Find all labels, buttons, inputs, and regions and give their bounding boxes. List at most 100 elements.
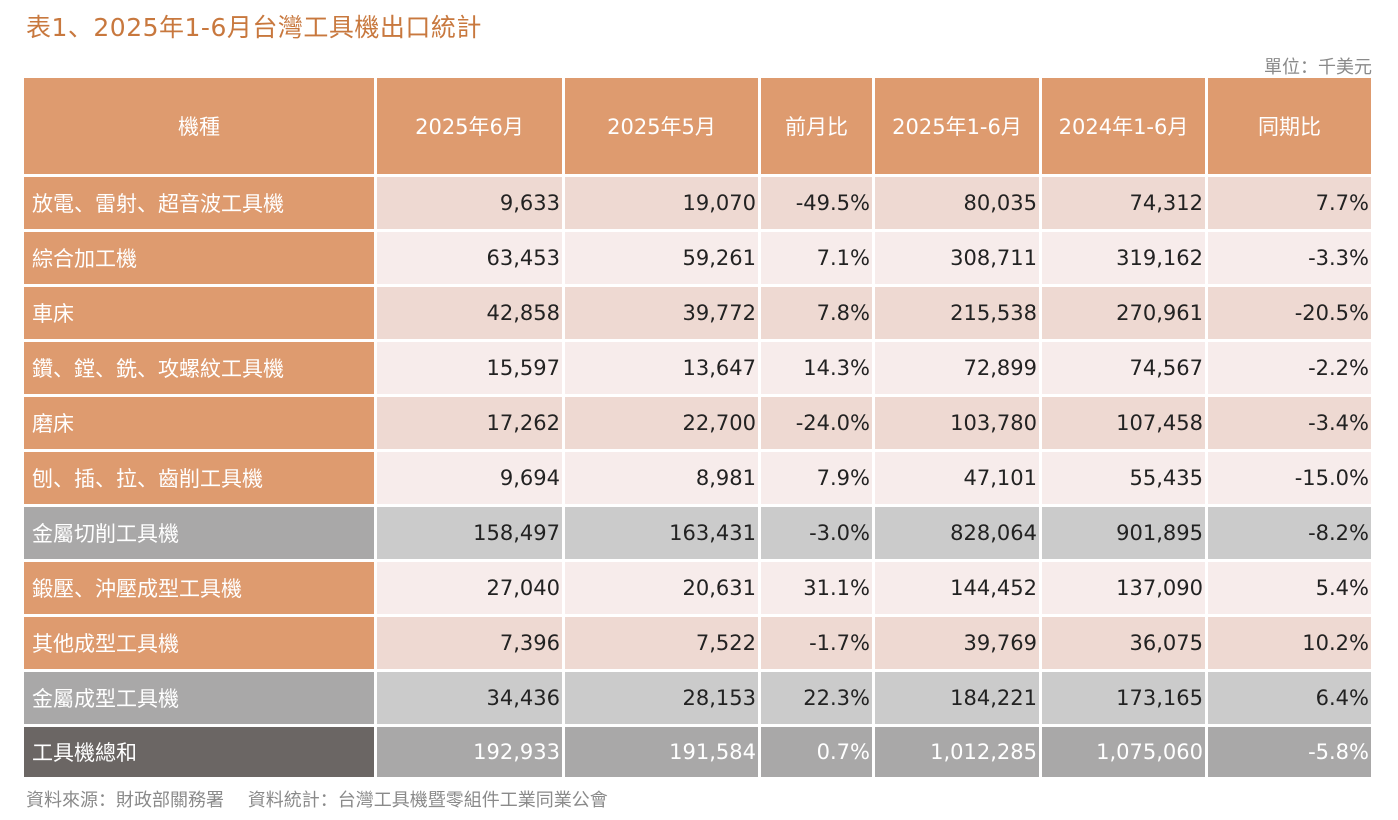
table-cell: 1,075,060 <box>1042 727 1205 777</box>
table-cell: 39,772 <box>565 287 758 339</box>
row-label: 其他成型工具機 <box>24 617 374 669</box>
table-cell: 22,700 <box>565 397 758 449</box>
table-cell: 1,012,285 <box>875 727 1039 777</box>
table-cell: 0.7% <box>761 727 872 777</box>
table-cell: -3.4% <box>1208 397 1371 449</box>
table-cell: 63,453 <box>377 232 562 284</box>
header-mom: 前月比 <box>761 78 872 174</box>
table-cell: 107,458 <box>1042 397 1205 449</box>
table-cell: 15,597 <box>377 342 562 394</box>
row-label: 車床 <box>24 287 374 339</box>
table-cell: 319,162 <box>1042 232 1205 284</box>
table-cell: 308,711 <box>875 232 1039 284</box>
table-cell: 9,694 <box>377 452 562 504</box>
table-cell: 59,261 <box>565 232 758 284</box>
table-cell: 36,075 <box>1042 617 1205 669</box>
table-cell: 191,584 <box>565 727 758 777</box>
header-2025-may: 2025年5月 <box>565 78 758 174</box>
table-cell: -20.5% <box>1208 287 1371 339</box>
table-row: 金屬成型工具機 34,436 28,153 22.3% 184,221 173,165 6.… <box>24 672 1371 724</box>
table-row: 刨、插、拉、齒削工具機 9,694 8,981 7.9% 47,101 55,435 -15… <box>24 452 1371 504</box>
table-cell: -15.0% <box>1208 452 1371 504</box>
table-cell: -8.2% <box>1208 507 1371 559</box>
table-cell: 7.9% <box>761 452 872 504</box>
table-cell: 7.7% <box>1208 177 1371 229</box>
row-label: 鍛壓、沖壓成型工具機 <box>24 562 374 614</box>
row-label: 綜合加工機 <box>24 232 374 284</box>
header-2024-h1: 2024年1-6月 <box>1042 78 1205 174</box>
table-title: 表1、2025年1-6月台灣工具機出口統計 <box>26 13 482 42</box>
table-cell: 9,633 <box>377 177 562 229</box>
row-label: 工具機總和 <box>24 727 374 777</box>
table-cell: 215,538 <box>875 287 1039 339</box>
table-cell: 173,165 <box>1042 672 1205 724</box>
table-row: 車床 42,858 39,772 7.8% 215,538 270,961 -20.5% <box>24 287 1371 339</box>
table-cell: 144,452 <box>875 562 1039 614</box>
header-row: 機種 2025年6月 2025年5月 前月比 2025年1-6月 2024年1-… <box>24 78 1371 174</box>
header-2025-jun: 2025年6月 <box>377 78 562 174</box>
table-cell: 7,396 <box>377 617 562 669</box>
table-cell: 34,436 <box>377 672 562 724</box>
table-cell: 22.3% <box>761 672 872 724</box>
table-row: 其他成型工具機 7,396 7,522 -1.7% 39,769 36,075 10.2% <box>24 617 1371 669</box>
row-label: 磨床 <box>24 397 374 449</box>
export-statistics-table: 機種 2025年6月 2025年5月 前月比 2025年1-6月 2024年1-… <box>21 75 1374 780</box>
table-cell: 828,064 <box>875 507 1039 559</box>
table-row: 放電、雷射、超音波工具機 9,633 19,070 -49.5% 80,035 74,31… <box>24 177 1371 229</box>
table-row: 綜合加工機 63,453 59,261 7.1% 308,711 319,162 -3.3% <box>24 232 1371 284</box>
table-cell: 137,090 <box>1042 562 1205 614</box>
source-note: 資料來源：財政部關務署 資料統計：台灣工具機暨零組件工業同業公會 <box>26 790 608 811</box>
table-cell: 55,435 <box>1042 452 1205 504</box>
row-label: 鑽、鏜、銑、攻螺紋工具機 <box>24 342 374 394</box>
table-cell: 28,153 <box>565 672 758 724</box>
table-cell: 7,522 <box>565 617 758 669</box>
table-cell: 163,431 <box>565 507 758 559</box>
table-cell: 72,899 <box>875 342 1039 394</box>
table-cell: 184,221 <box>875 672 1039 724</box>
table-cell: 103,780 <box>875 397 1039 449</box>
table-cell: 20,631 <box>565 562 758 614</box>
table-cell: 14.3% <box>761 342 872 394</box>
table-cell: -2.2% <box>1208 342 1371 394</box>
table-cell: 6.4% <box>1208 672 1371 724</box>
row-label: 刨、插、拉、齒削工具機 <box>24 452 374 504</box>
table-row: 金屬切削工具機 158,497 163,431 -3.0% 828,064 901,895… <box>24 507 1371 559</box>
table-cell: -1.7% <box>761 617 872 669</box>
table-cell: -49.5% <box>761 177 872 229</box>
table-cell: 13,647 <box>565 342 758 394</box>
row-label: 金屬成型工具機 <box>24 672 374 724</box>
table-cell: 27,040 <box>377 562 562 614</box>
table-row: 工具機總和 192,933 191,584 0.7% 1,012,285 1,075,06… <box>24 727 1371 777</box>
table-cell: 47,101 <box>875 452 1039 504</box>
table-cell: 901,895 <box>1042 507 1205 559</box>
table-cell: 39,769 <box>875 617 1039 669</box>
table-cell: -3.3% <box>1208 232 1371 284</box>
table-cell: 74,312 <box>1042 177 1205 229</box>
unit-label: 單位：千美元 <box>1264 57 1372 78</box>
table-cell: -5.8% <box>1208 727 1371 777</box>
header-machine-type: 機種 <box>24 78 374 174</box>
header-yoy: 同期比 <box>1208 78 1371 174</box>
table-cell: 8,981 <box>565 452 758 504</box>
row-label: 金屬切削工具機 <box>24 507 374 559</box>
table-cell: 42,858 <box>377 287 562 339</box>
table-cell: 270,961 <box>1042 287 1205 339</box>
table-cell: 192,933 <box>377 727 562 777</box>
table-cell: 5.4% <box>1208 562 1371 614</box>
table-cell: 74,567 <box>1042 342 1205 394</box>
row-label: 放電、雷射、超音波工具機 <box>24 177 374 229</box>
table-cell: -24.0% <box>761 397 872 449</box>
table-cell: 31.1% <box>761 562 872 614</box>
table-cell: 7.8% <box>761 287 872 339</box>
table-row: 鑽、鏜、銑、攻螺紋工具機 15,597 13,647 14.3% 72,899 74,56… <box>24 342 1371 394</box>
table-cell: 158,497 <box>377 507 562 559</box>
table-cell: 7.1% <box>761 232 872 284</box>
table-row: 磨床 17,262 22,700 -24.0% 103,780 107,458 -3.4% <box>24 397 1371 449</box>
table-cell: 19,070 <box>565 177 758 229</box>
table-cell: -3.0% <box>761 507 872 559</box>
table-cell: 80,035 <box>875 177 1039 229</box>
table-cell: 10.2% <box>1208 617 1371 669</box>
header-2025-h1: 2025年1-6月 <box>875 78 1039 174</box>
table-row: 鍛壓、沖壓成型工具機 27,040 20,631 31.1% 144,452 137,09… <box>24 562 1371 614</box>
table-cell: 17,262 <box>377 397 562 449</box>
